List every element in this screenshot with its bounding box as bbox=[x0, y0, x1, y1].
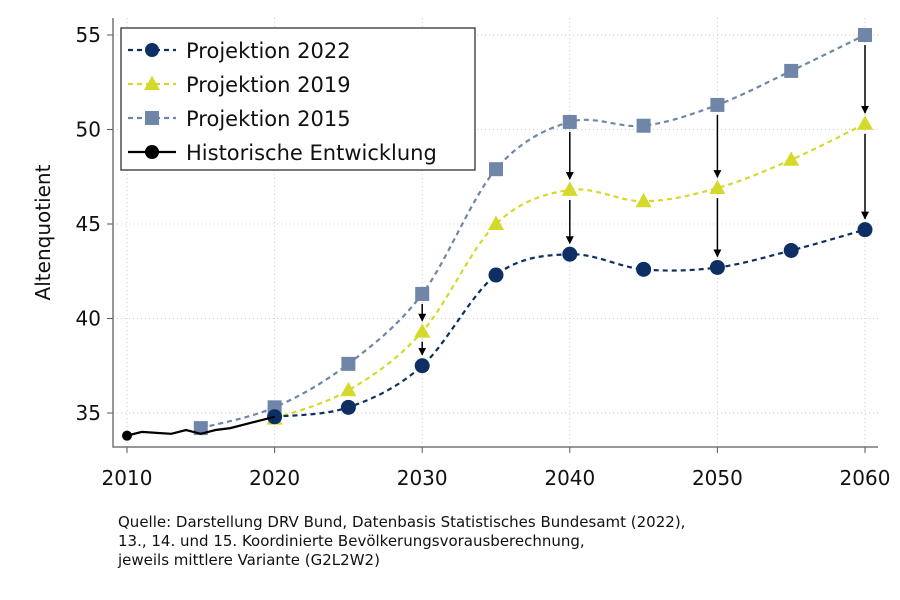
legend-marker bbox=[145, 43, 159, 57]
x-tick-label: 2040 bbox=[544, 466, 595, 490]
data-point bbox=[414, 358, 430, 374]
legend: Projektion 2022 Projektion 2019 Projektion… bbox=[120, 27, 476, 171]
data-point bbox=[193, 421, 208, 436]
data-point bbox=[414, 323, 431, 338]
legend-label: Projektion 2015 bbox=[186, 107, 351, 131]
source-line: jeweils mittlere Variante (G2L2W2) bbox=[118, 551, 380, 569]
series-line bbox=[200, 34, 866, 430]
data-point bbox=[636, 261, 652, 277]
legend-marker bbox=[143, 75, 161, 90]
data-point bbox=[488, 267, 504, 283]
y-tick-label: 50 bbox=[76, 118, 101, 142]
y-tick-label: 35 bbox=[76, 401, 101, 425]
x-tick-label: 2050 bbox=[692, 466, 743, 490]
data-point bbox=[635, 192, 652, 208]
data-point bbox=[122, 430, 132, 441]
legend-label: Historische Entwicklung bbox=[186, 141, 437, 165]
series-line bbox=[274, 122, 866, 420]
legend-label: Projektion 2022 bbox=[186, 39, 351, 63]
data-point bbox=[562, 114, 577, 129]
series-2 bbox=[193, 28, 872, 436]
series-3 bbox=[122, 415, 275, 441]
data-point bbox=[709, 259, 725, 275]
data-point bbox=[856, 115, 874, 130]
data-point bbox=[858, 28, 872, 42]
data-point bbox=[857, 222, 873, 238]
y-tick-label: 45 bbox=[76, 212, 101, 236]
axes bbox=[112, 18, 878, 448]
data-point bbox=[487, 215, 505, 230]
data-point bbox=[783, 151, 800, 166]
data-point bbox=[784, 63, 799, 78]
data-point bbox=[562, 246, 578, 262]
y-tick-label: 55 bbox=[76, 23, 101, 47]
source-note: Quelle: Darstellung DRV Bund, Datenbasis… bbox=[118, 513, 685, 570]
legend-marker bbox=[145, 145, 159, 159]
data-point bbox=[340, 381, 357, 397]
source-line: 13., 14. und 15. Koordinierte Bevölkerun… bbox=[118, 532, 585, 550]
legend-marker bbox=[145, 111, 159, 125]
data-point bbox=[341, 356, 356, 371]
x-tick-label: 2030 bbox=[397, 466, 448, 490]
y-axis-label: Altenquotient bbox=[31, 164, 55, 300]
data-point bbox=[709, 179, 726, 195]
data-point bbox=[636, 118, 651, 133]
x-tick-label: 2010 bbox=[102, 466, 153, 490]
series-0 bbox=[267, 222, 873, 425]
y-tick-label: 40 bbox=[76, 307, 101, 331]
legend-box bbox=[120, 27, 476, 171]
data-point bbox=[489, 162, 503, 177]
data-point bbox=[783, 242, 799, 258]
data-point bbox=[561, 181, 578, 196]
data-point bbox=[415, 286, 430, 301]
x-tick-label: 2020 bbox=[249, 466, 300, 490]
data-point bbox=[710, 97, 725, 112]
x-tick-label: 2060 bbox=[840, 466, 891, 490]
series-line bbox=[126, 415, 275, 437]
legend-label: Projektion 2019 bbox=[186, 73, 351, 97]
source-line: Quelle: Darstellung DRV Bund, Datenbasis… bbox=[118, 513, 686, 531]
data-point bbox=[340, 399, 356, 415]
